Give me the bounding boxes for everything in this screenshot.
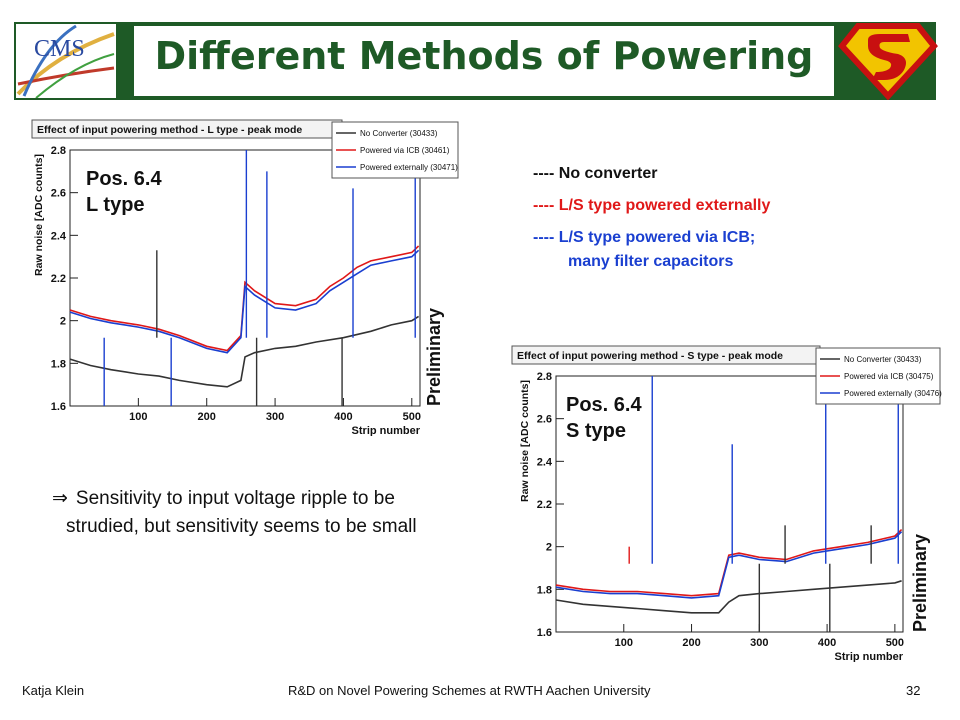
y-tick-label: 2.4 <box>51 230 67 242</box>
x-tick-label: 500 <box>886 637 904 649</box>
footer-page-number: 32 <box>906 683 921 698</box>
legend-entry: Powered externally (30471) <box>360 163 458 172</box>
y-tick-label: 2.2 <box>51 273 66 285</box>
x-tick-label: 200 <box>682 637 700 649</box>
y-tick-label: 1.8 <box>51 358 66 370</box>
header-title-area: Different Methods of Powering <box>134 26 834 96</box>
x-axis-label: Strip number <box>352 425 421 436</box>
series-line-2 <box>555 531 903 599</box>
superman-logo <box>838 23 938 100</box>
footer-author: Katja Klein <box>22 683 85 698</box>
cms-logo: CMS <box>16 24 116 98</box>
series-line-1 <box>69 245 420 352</box>
legend-external: ---- L/S type powered externally <box>533 197 771 214</box>
position-label-l: Pos. 6.4 L type <box>86 166 162 218</box>
chart-title: Effect of input powering method - L type… <box>37 124 302 136</box>
bullet-line-2: strudied, but sensitivity seems to be sm… <box>66 516 417 537</box>
footer-talk-title: R&D on Novel Powering Schemes at RWTH Aa… <box>288 683 651 698</box>
x-tick-label: 200 <box>198 411 216 423</box>
legend-entry: Powered externally (30476) <box>844 389 942 398</box>
y-axis-label: Raw noise [ADC counts] <box>33 154 45 276</box>
chart-l-type: Effect of input powering method - L type… <box>31 119 459 436</box>
y-axis-label: Raw noise [ADC counts] <box>519 380 531 502</box>
position-label-s-line1: Pos. 6.4 <box>566 394 642 416</box>
legend-icb-line2: many filter capacitors <box>568 253 734 270</box>
y-tick-label: 1.8 <box>537 584 552 596</box>
implies-arrow-icon: ⇒ <box>52 487 68 509</box>
legend-entry: No Converter (30433) <box>844 355 922 364</box>
series-line-0 <box>555 580 902 614</box>
x-tick-label: 400 <box>334 411 352 423</box>
y-tick-label: 2 <box>60 316 66 328</box>
plot-frame <box>555 375 904 633</box>
preliminary-label-s: Preliminary <box>910 533 930 632</box>
series-line-1 <box>555 529 903 597</box>
x-tick-label: 300 <box>750 637 768 649</box>
series-line-0 <box>69 315 420 388</box>
position-label-l-line2: L type <box>86 194 145 216</box>
y-tick-label: 1.6 <box>51 401 66 413</box>
method-legend: ---- No converter ---- L/S type powered … <box>533 162 770 274</box>
y-tick-label: 2.8 <box>51 145 66 157</box>
position-label-s: Pos. 6.4 S type <box>566 392 642 444</box>
y-tick-label: 2.2 <box>537 499 552 511</box>
position-label-l-line1: Pos. 6.4 <box>86 168 162 190</box>
y-tick-label: 2.6 <box>51 188 66 200</box>
x-tick-label: 100 <box>615 637 633 649</box>
legend-entry: Powered via ICB (30475) <box>844 372 934 381</box>
x-tick-label: 300 <box>266 411 284 423</box>
y-tick-label: 2.4 <box>537 456 553 468</box>
legend-no-converter: ---- No converter <box>533 165 658 182</box>
y-tick-label: 2 <box>546 542 552 554</box>
plot-l-type: Effect of input powering method - L type… <box>20 118 460 436</box>
x-tick-label: 100 <box>129 411 147 423</box>
conclusion-bullet: ⇒ Sensitivity to input voltage ripple to … <box>52 484 417 541</box>
preliminary-label-l: Preliminary <box>424 307 444 406</box>
x-axis-label: Strip number <box>835 651 904 662</box>
y-tick-label: 2.8 <box>537 371 552 383</box>
x-tick-label: 500 <box>403 411 421 423</box>
cms-logo-text: CMS <box>34 36 85 62</box>
chart-s-type: Effect of input powering method - S type… <box>511 345 942 662</box>
y-tick-label: 2.6 <box>537 414 552 426</box>
plot-frame <box>69 149 421 407</box>
legend-box <box>331 121 459 179</box>
plot-s-type: Effect of input powering method - S type… <box>508 344 943 662</box>
legend-icb: ---- L/S type powered via ICB; <box>533 229 756 246</box>
legend-entry: No Converter (30433) <box>360 129 438 138</box>
x-tick-label: 400 <box>818 637 836 649</box>
header-bar: Different Methods of Powering <box>14 22 936 100</box>
legend-entry: Powered via ICB (30461) <box>360 146 450 155</box>
y-tick-label: 1.6 <box>537 627 552 639</box>
series-line-2 <box>69 249 420 354</box>
slide-title: Different Methods of Powering <box>154 34 814 78</box>
bullet-line-1: Sensitivity to input voltage ripple to b… <box>75 488 395 509</box>
position-label-s-line2: S type <box>566 420 627 442</box>
chart-title: Effect of input powering method - S type… <box>517 350 783 362</box>
